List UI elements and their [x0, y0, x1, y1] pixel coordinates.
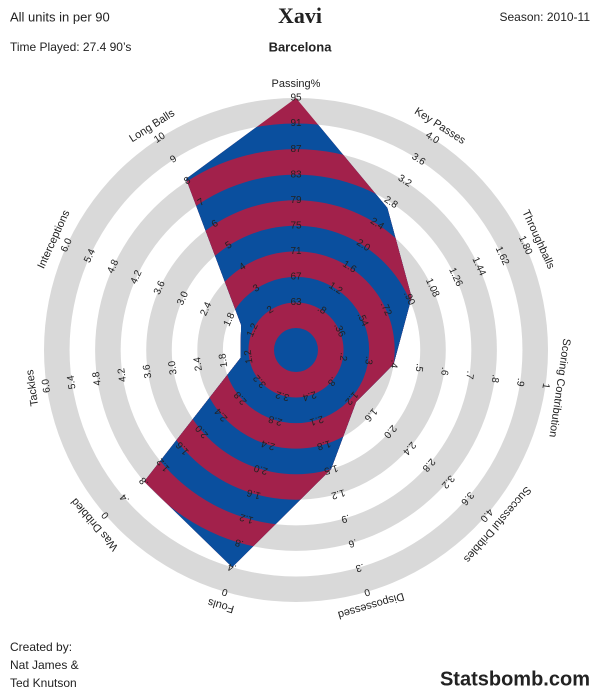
tick-label: 0 [99, 509, 111, 521]
tick-label: .3 [354, 561, 366, 574]
tick-label: .5 [413, 363, 425, 373]
tick-label: .3 [362, 355, 374, 365]
tick-label: 3.6 [141, 363, 154, 379]
tick-label: 3.0 [175, 289, 191, 307]
center-disc [274, 328, 318, 372]
tick-label: 3 [251, 282, 262, 294]
tick-label: 1.2 [243, 349, 256, 365]
tick-label: .4 [387, 359, 399, 369]
tick-label: 2.8 [267, 413, 284, 428]
tick-label: 1.2 [238, 511, 255, 526]
tick-label: 4 [237, 261, 248, 273]
tick-label: 2 [265, 304, 276, 316]
tick-label: 9 [168, 153, 179, 165]
tick-label: .9 [514, 377, 526, 387]
tick-label: 1.6 [245, 486, 262, 501]
tick-label: 2.4 [192, 356, 205, 372]
tick-label: 4.8 [91, 370, 104, 386]
tick-label: .9 [339, 512, 351, 525]
tick-label: 2.4 [260, 437, 277, 452]
axis-name: Fouls [206, 596, 236, 615]
tick-label: 1.8 [217, 352, 230, 368]
units-note: All units in per 90 [10, 9, 110, 24]
tick-label: 1.2 [245, 321, 261, 339]
tick-label: 3.6 [152, 279, 168, 297]
axis-name: Tackles [24, 368, 41, 407]
tick-label: 6 [210, 218, 221, 230]
tick-label: 6.0 [59, 236, 75, 254]
tick-label: 6.0 [40, 378, 53, 394]
tick-label: 2.1 [308, 413, 325, 428]
tick-label: .7 [463, 370, 475, 380]
tick-label: 67 [290, 272, 302, 283]
tick-label: 8 [182, 175, 193, 187]
tick-label: 1.5 [322, 462, 339, 477]
tick-label: .2 [337, 352, 349, 362]
chart-subtitle: Barcelona [269, 39, 333, 54]
plot-area: 636771757983879195Passing%.81.21.62.02.4… [24, 78, 572, 621]
tick-label: .36 [331, 322, 347, 340]
tick-label: 5.4 [66, 374, 79, 390]
tick-label: 83 [290, 169, 302, 180]
season: Season: 2010-11 [499, 10, 590, 24]
credit: Ted Knutson [10, 676, 77, 690]
tick-label: 1.8 [222, 311, 238, 329]
tick-label: 0 [220, 585, 229, 597]
tick-label: 79 [290, 195, 302, 206]
tick-label: 91 [290, 118, 302, 129]
tick-label: .4 [226, 561, 238, 574]
tick-label: 1.2 [330, 486, 347, 501]
tick-label: 1.8 [315, 437, 332, 452]
tick-label: 3.2 [274, 388, 291, 403]
tick-label: 2.4 [198, 300, 214, 318]
tick-label: .54 [354, 311, 370, 329]
tick-label: 71 [290, 246, 302, 257]
tick-label: 0 [362, 586, 371, 598]
tick-label: 2.0 [252, 462, 269, 477]
tick-label: .8 [489, 374, 501, 384]
tick-label: 5.4 [82, 247, 98, 265]
tick-label: 2.4 [301, 388, 318, 403]
tick-label: 3.0 [167, 360, 180, 376]
tick-label: .6 [438, 366, 450, 376]
tick-label: 95 [290, 93, 302, 104]
brand: Statsbomb.com [440, 668, 590, 690]
tick-label: .8 [233, 536, 245, 549]
tick-label: .6 [347, 536, 359, 549]
tick-label: 7 [196, 196, 207, 208]
credit: Created by: [10, 640, 72, 654]
tick-label: 4.2 [116, 367, 129, 383]
tick-label: 4.2 [129, 268, 145, 286]
tick-label: 87 [290, 144, 302, 155]
credit: Nat James & [10, 658, 79, 672]
tick-label: 1 [539, 382, 551, 390]
tick-label: 75 [290, 220, 302, 231]
chart-title: Xavi [278, 3, 322, 28]
tick-label: 63 [290, 297, 302, 308]
tick-label: .72 [378, 300, 394, 318]
tick-label: 5 [224, 239, 235, 251]
time-played: Time Played: 27.4 90’s [10, 40, 131, 54]
axis-name: Passing% [272, 78, 321, 90]
tick-label: .90 [401, 290, 417, 308]
tick-label: 4.8 [106, 258, 122, 276]
